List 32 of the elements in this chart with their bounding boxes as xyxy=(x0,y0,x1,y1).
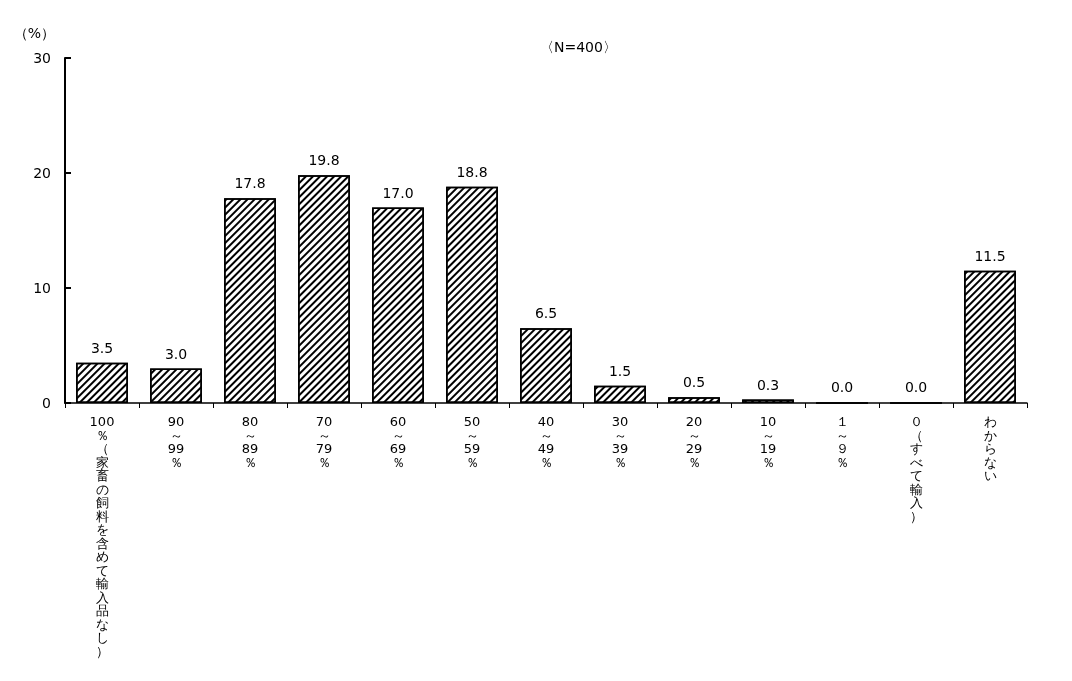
x-tick-label: １～９％ xyxy=(835,414,849,470)
category-label: 100％（家畜の飼料を含めて輸入品なし） xyxy=(89,414,115,659)
data-label: 1.5 xyxy=(608,362,632,379)
data-label: 17.0 xyxy=(382,184,414,201)
y-tick-label: 30 xyxy=(33,50,51,66)
y-tick-label: 0 xyxy=(42,395,51,411)
data-label: 0.5 xyxy=(682,374,706,391)
x-tick-label: わからない xyxy=(983,414,997,484)
data-label: 3.0 xyxy=(164,345,188,362)
x-tick-label: 20～29％ xyxy=(685,414,703,470)
y-axis-title: （%） xyxy=(13,25,55,41)
data-label: 0.3 xyxy=(756,376,780,393)
x-tick-label: 60～69％ xyxy=(389,414,407,470)
text: 〈N=400〉 xyxy=(540,39,617,55)
data-label: 6.5 xyxy=(534,305,558,322)
data-label: 3.5 xyxy=(90,339,114,356)
x-tick-label: ０（すべて輸入） xyxy=(909,414,923,524)
data-label: 0.0 xyxy=(904,379,928,396)
x-tick-label: 10～19％ xyxy=(759,414,777,470)
data-label: 11.5 xyxy=(974,247,1006,264)
x-tick-label: 90～99％ xyxy=(167,414,185,470)
data-label: 19.8 xyxy=(308,152,340,169)
data-label: 17.8 xyxy=(234,175,266,192)
x-tick-label: 40～49％ xyxy=(537,414,555,470)
x-tick-label: 50～59％ xyxy=(463,414,481,470)
y-tick-label: 20 xyxy=(33,165,51,181)
x-tick-label: 30～39％ xyxy=(611,414,629,470)
x-tick-label: 80～89％ xyxy=(241,414,259,470)
x-tick-label: 70～79％ xyxy=(315,414,333,470)
data-label: 0.0 xyxy=(830,379,854,396)
data-label: 18.8 xyxy=(456,163,488,180)
y-tick-label: 10 xyxy=(33,280,51,296)
